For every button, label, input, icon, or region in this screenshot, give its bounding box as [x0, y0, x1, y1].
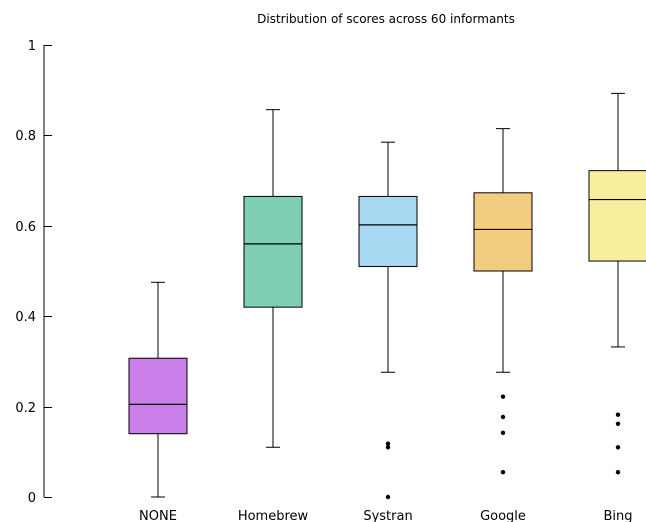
outlier-point	[385, 494, 391, 500]
x-tick-label: Bing	[603, 509, 632, 522]
iqr-box	[243, 195, 303, 308]
chart-title: Distribution of scores across 60 informa…	[257, 12, 515, 26]
x-tick-label: Homebrew	[238, 509, 309, 522]
outlier-point	[500, 469, 506, 475]
y-tick-label: 0	[28, 491, 36, 506]
box-group-none	[128, 281, 188, 498]
outlier-point	[500, 430, 506, 436]
x-tick-label: Systran	[363, 509, 412, 522]
y-tick-label: 0.2	[15, 401, 36, 416]
outlier-point	[385, 441, 391, 446]
box-group-bing	[588, 92, 646, 475]
outlier-point	[615, 412, 621, 417]
outlier-point	[385, 445, 391, 450]
y-tick-label: 1	[28, 39, 36, 54]
box-group-homebrew	[243, 109, 303, 448]
y-tick-label: 0.6	[15, 220, 36, 235]
x-tick-label: NONE	[139, 509, 177, 522]
outlier-point	[615, 421, 621, 426]
box-group-systran	[358, 141, 418, 500]
y-tick-label: 0.8	[15, 129, 36, 144]
iqr-box	[128, 357, 188, 435]
plot-area: 0 0.2 0.4 0.6 0.8 1 NONE Homebrew Systran Google B…	[15, 39, 646, 522]
box-group-google	[473, 128, 533, 475]
iqr-box	[358, 195, 418, 267]
outlier-point	[500, 414, 506, 420]
outlier-point	[615, 469, 621, 475]
x-tick-label: Google	[480, 509, 526, 522]
iqr-box	[473, 192, 533, 272]
outlier-point	[500, 394, 506, 399]
y-tick-label: 0.4	[15, 310, 36, 325]
outlier-point	[615, 445, 621, 450]
iqr-box	[588, 170, 646, 262]
